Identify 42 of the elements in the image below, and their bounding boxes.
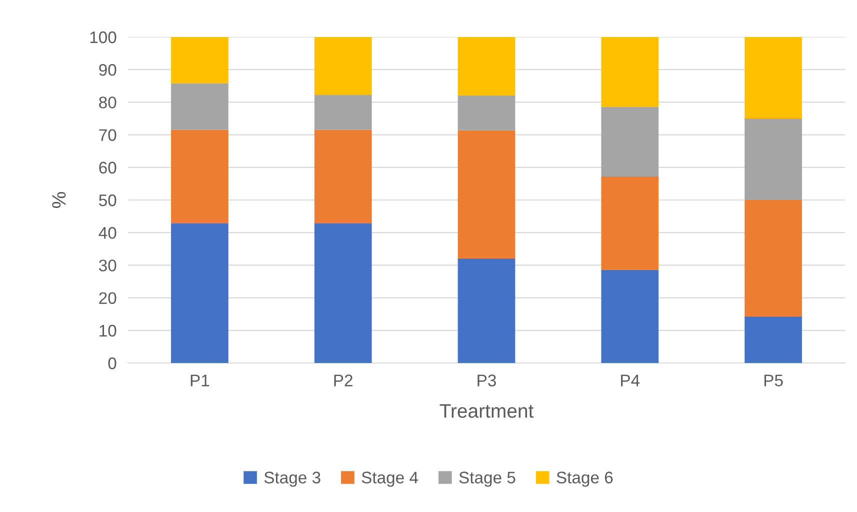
bar [458,95,516,130]
legend-label: Stage 6 [556,472,613,487]
bar [314,95,372,130]
bar [744,200,802,316]
legend-label: Stage 4 [362,472,418,487]
bar [601,270,659,363]
bar [314,37,372,96]
bar [458,130,516,258]
legend-label: Stage 3 [264,472,320,487]
bar [171,130,228,224]
y-axis-title: % [52,192,66,208]
x-tick-label: P3 [478,374,496,386]
y-tick-label: 40 [98,227,116,239]
y-tick-label: 0 [108,357,116,370]
y-tick-label: 60 [99,162,116,174]
x-axis-title: Treartment [440,404,534,418]
x-tick-label: P5 [764,374,783,386]
bar [171,37,228,84]
x-tick-label: P4 [621,374,640,386]
y-tick-label: 50 [99,194,116,206]
y-tick-label: 10 [100,324,116,337]
bar [314,223,372,363]
bar [601,37,659,107]
bar [601,106,659,177]
legend-label: Stage 5 [459,472,516,487]
bar [601,176,659,270]
x-tick-label: P1 [190,374,210,386]
bar [744,37,802,118]
y-tick-label: 100 [90,31,116,44]
y-tick-label: 30 [98,260,116,272]
y-tick-label: 70 [99,129,116,142]
bar [458,37,516,96]
bar [744,316,802,363]
bar [314,130,372,224]
bar [458,258,516,363]
y-tick-label: 20 [99,292,116,304]
y-tick-label: 90 [99,64,116,76]
bar [171,83,228,130]
bar [171,223,228,363]
y-tick-label: 80 [99,96,116,108]
bar [744,118,802,200]
x-tick-label: P2 [334,374,352,386]
